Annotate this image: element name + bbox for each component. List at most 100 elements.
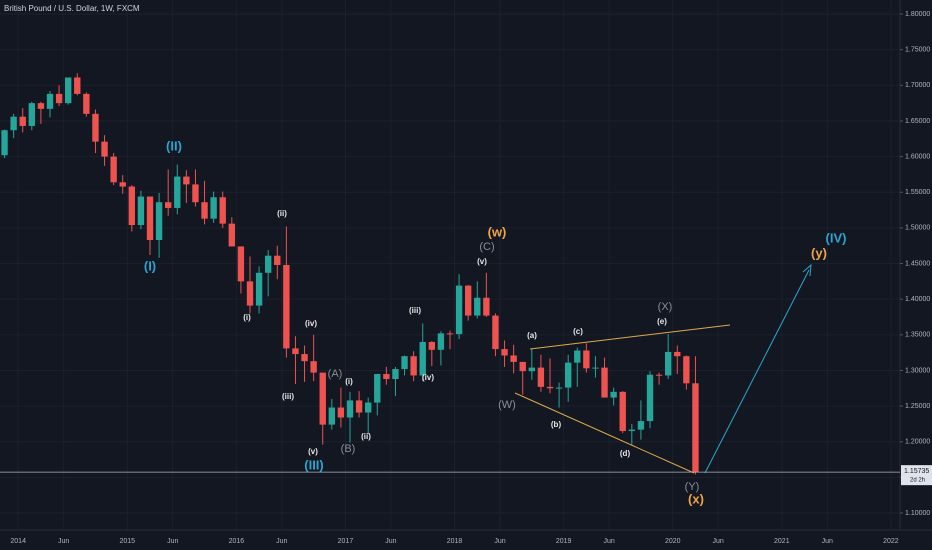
wave-label: (e) xyxy=(657,317,667,326)
wave-label: (A) xyxy=(328,368,343,380)
candle-body xyxy=(92,113,99,142)
candle-body xyxy=(574,350,581,363)
y-tick-label: 1.40000 xyxy=(905,296,930,303)
x-tick-label: Jun xyxy=(276,538,287,545)
x-tick-label: 2015 xyxy=(119,538,135,545)
wave-label: (y) xyxy=(811,245,827,260)
candle-body xyxy=(219,197,226,224)
candle-body xyxy=(655,374,663,376)
x-tick-label: 2021 xyxy=(774,538,790,545)
y-tick-label: 1.55000 xyxy=(905,189,930,196)
candle-body xyxy=(65,77,72,104)
x-tick-label: 2019 xyxy=(556,538,572,545)
x-tick-label: Jun xyxy=(494,538,505,545)
wave-label: (v) xyxy=(477,257,487,266)
upper-trendline xyxy=(529,324,731,350)
y-tick-label: 1.30000 xyxy=(905,367,930,374)
wave-label: (d) xyxy=(620,449,631,458)
wave-label: (ii) xyxy=(277,209,287,218)
x-tick-label: 2022 xyxy=(883,538,899,545)
projection-arrow xyxy=(704,269,810,474)
candle-body xyxy=(10,116,17,131)
candle-body xyxy=(165,202,172,208)
x-tick-label: 2018 xyxy=(447,538,463,545)
candle-body xyxy=(292,348,299,355)
candle-body xyxy=(519,361,526,372)
candle-body xyxy=(155,202,163,241)
candle-body xyxy=(419,341,426,376)
candle-body xyxy=(210,197,217,219)
candle-body xyxy=(601,367,608,398)
y-tick-label: 1.80000 xyxy=(905,11,930,18)
wave-label: (v) xyxy=(308,447,318,456)
candle-body xyxy=(310,361,317,373)
candle-body xyxy=(410,356,417,376)
wave-label: (ii) xyxy=(361,432,371,441)
candle-body xyxy=(183,176,190,185)
candle-body xyxy=(528,367,535,372)
y-tick-label: 1.45000 xyxy=(905,260,930,267)
candle-body xyxy=(555,387,563,389)
candle-body xyxy=(46,93,54,109)
candle-body xyxy=(192,184,199,203)
candle-body xyxy=(665,351,672,376)
wave-label: (c) xyxy=(573,327,583,336)
wave-labels: (I) (II) (III) (IV) (i) (ii) (iii) (iv) (v) (A) (B… xyxy=(144,138,847,506)
wave-label: (a) xyxy=(527,331,537,340)
wave-label: (iv) xyxy=(305,319,317,328)
lower-trendline xyxy=(514,392,695,474)
wave-label: (X) xyxy=(658,301,673,313)
candle-body xyxy=(19,116,26,126)
wave-label: (I) xyxy=(144,258,156,273)
candle-body xyxy=(128,186,135,226)
countdown-label: 2d 2h xyxy=(910,478,925,484)
candle-body xyxy=(619,391,626,432)
candle-body xyxy=(446,333,454,335)
arrow-head xyxy=(802,263,812,277)
candle-body xyxy=(437,333,445,350)
candle-body xyxy=(683,356,690,384)
candle-body xyxy=(146,196,154,241)
wave-label: (iii) xyxy=(282,392,294,401)
candle-body xyxy=(37,103,45,109)
x-tick-label: 2014 xyxy=(10,538,26,545)
wave-label: (i) xyxy=(345,377,353,386)
axes: 1.80000 1.75000 1.70000 1.65000 1.60000 1.550… xyxy=(0,11,932,545)
x-tick-label: Jun xyxy=(603,538,614,545)
y-tick-label: 1.35000 xyxy=(905,332,930,339)
candle-body xyxy=(346,400,354,418)
candle-body xyxy=(583,350,590,369)
y-tick-label: 1.20000 xyxy=(905,439,930,446)
candle-body xyxy=(83,93,90,114)
chart-title: British Pound / U.S. Dollar, 1W, FXCM xyxy=(4,4,140,13)
wave-label: (B) xyxy=(341,443,356,455)
candle-body xyxy=(610,391,617,398)
y-tick-label: 1.75000 xyxy=(905,47,930,54)
x-tick-label: 2016 xyxy=(229,538,245,545)
wave-label: (i) xyxy=(243,313,251,322)
candle-body xyxy=(428,341,435,350)
candle-body xyxy=(137,196,145,226)
wave-label: (W) xyxy=(498,399,516,411)
candle-body xyxy=(246,281,254,306)
x-tick-label: Jun xyxy=(822,538,833,545)
candle-body xyxy=(455,285,463,335)
candle-body xyxy=(392,369,399,380)
candle-body xyxy=(28,103,35,126)
candle-body xyxy=(55,93,63,104)
drawings xyxy=(514,263,812,474)
candle-body xyxy=(565,362,572,388)
candle-body xyxy=(465,285,472,316)
candle-body xyxy=(274,255,281,265)
x-tick-label: Jun xyxy=(58,538,69,545)
y-tick-label: 1.65000 xyxy=(905,118,930,125)
candles xyxy=(1,73,699,475)
wave-label: (C) xyxy=(479,241,494,253)
candle-body xyxy=(119,182,126,187)
x-tick-label: Jun xyxy=(385,538,396,545)
candle-body xyxy=(328,407,335,425)
candle-body xyxy=(1,130,8,156)
candle-body xyxy=(592,367,599,369)
candle-body xyxy=(228,223,235,247)
